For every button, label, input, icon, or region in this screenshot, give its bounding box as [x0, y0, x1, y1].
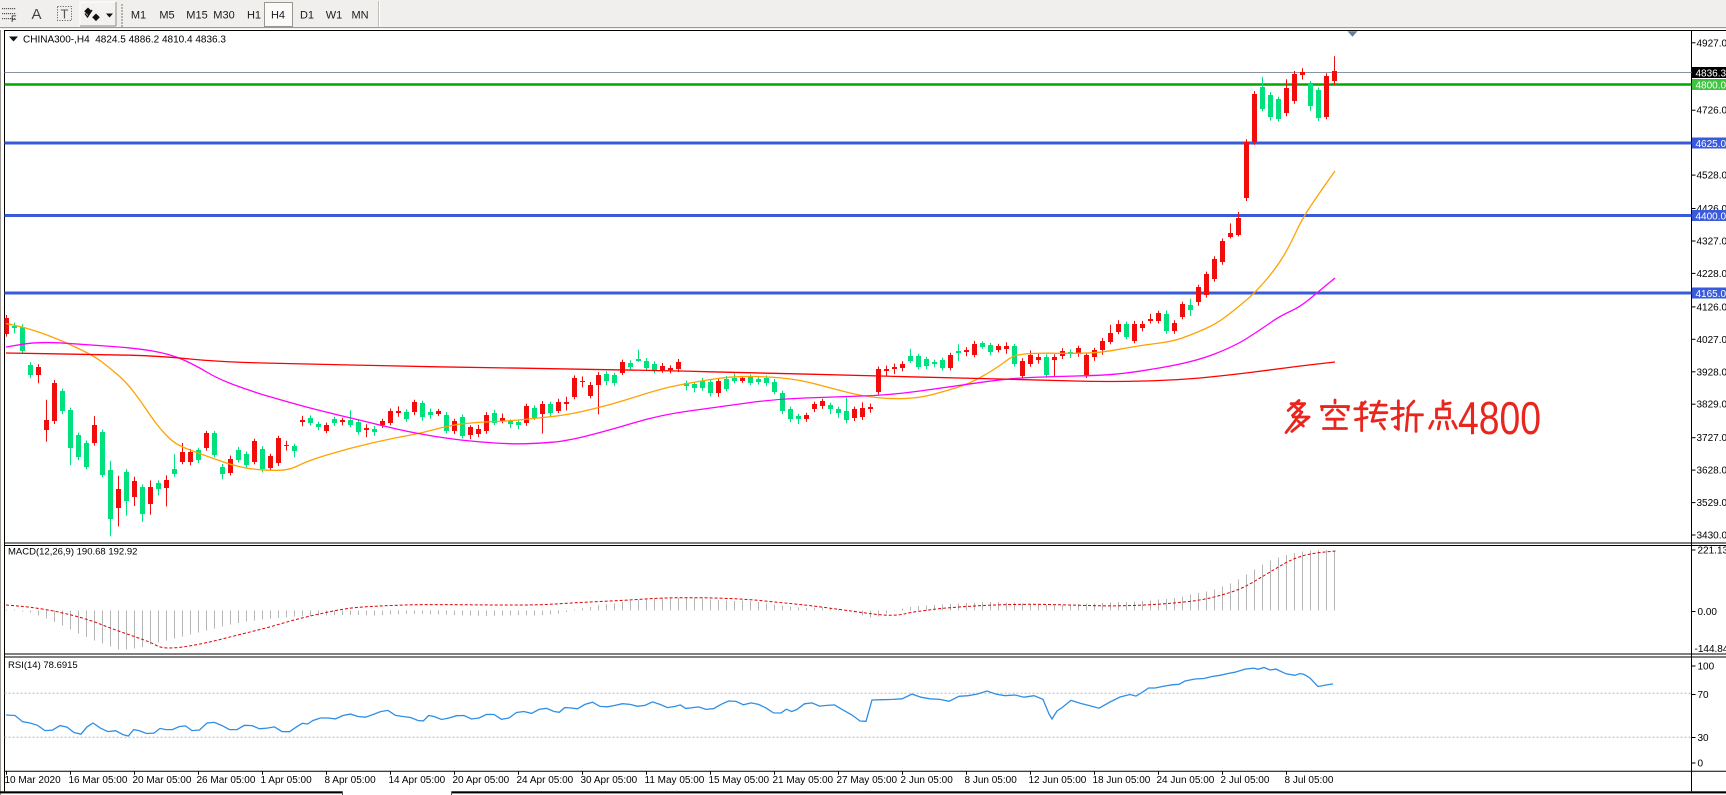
svg-text:M1: M1 [131, 10, 146, 22]
svg-text:W1: W1 [326, 10, 343, 22]
svg-text:3430.0: 3430.0 [1697, 531, 1726, 542]
svg-text:3628.0: 3628.0 [1697, 466, 1726, 477]
svg-text:0: 0 [1698, 759, 1704, 770]
svg-text:24 Jun 05:00: 24 Jun 05:00 [1157, 775, 1215, 786]
svg-text:4027.0: 4027.0 [1697, 335, 1726, 346]
svg-text:MN: MN [351, 10, 368, 22]
svg-text:8 Apr 05:00: 8 Apr 05:00 [325, 775, 377, 786]
svg-text:3928.0: 3928.0 [1697, 367, 1726, 378]
svg-text:M30: M30 [213, 10, 234, 22]
svg-text:70: 70 [1698, 690, 1710, 701]
svg-text:CHINA300-,H4 4824.5 4886.2 48: CHINA300-,H4 4824.5 4886.2 4810.4 4836.3 [23, 35, 226, 46]
svg-text:16 Mar 05:00: 16 Mar 05:00 [69, 775, 128, 786]
svg-text:A: A [32, 6, 42, 23]
svg-text:30: 30 [1698, 733, 1710, 744]
svg-text:F: F [11, 14, 17, 24]
svg-text:12 Jun 05:00: 12 Jun 05:00 [1029, 775, 1087, 786]
svg-text:4528.0: 4528.0 [1697, 171, 1726, 182]
svg-text:8 Jun 05:00: 8 Jun 05:00 [965, 775, 1018, 786]
svg-text:T: T [61, 7, 69, 22]
svg-text:8 Jul 05:00: 8 Jul 05:00 [1285, 775, 1334, 786]
svg-text:4726.0: 4726.0 [1697, 106, 1726, 117]
svg-text:M5: M5 [159, 10, 174, 22]
svg-text:-144.84: -144.84 [1695, 644, 1726, 655]
svg-text:14 Apr 05:00: 14 Apr 05:00 [389, 775, 446, 786]
svg-text:H4: H4 [271, 10, 285, 22]
svg-text:4327.0: 4327.0 [1697, 237, 1726, 248]
svg-text:4228.0: 4228.0 [1697, 269, 1726, 280]
svg-text:RSI(14) 78.6915: RSI(14) 78.6915 [8, 660, 78, 671]
svg-text:4800: 4800 [1458, 392, 1541, 444]
svg-text:4426.0: 4426.0 [1697, 204, 1726, 215]
svg-text:26 Mar 05:00: 26 Mar 05:00 [197, 775, 256, 786]
svg-text:3829.0: 3829.0 [1697, 400, 1726, 411]
svg-text:100: 100 [1698, 662, 1715, 673]
svg-text:2 Jun 05:00: 2 Jun 05:00 [901, 775, 954, 786]
svg-text:M15: M15 [186, 10, 207, 22]
svg-text:3727.0: 3727.0 [1697, 433, 1726, 444]
svg-text:221.13: 221.13 [1698, 546, 1726, 557]
svg-text:20 Apr 05:00: 20 Apr 05:00 [453, 775, 510, 786]
svg-text:18 Jun 05:00: 18 Jun 05:00 [1093, 775, 1151, 786]
svg-text:3529.0: 3529.0 [1697, 498, 1726, 509]
svg-text:30 Apr 05:00: 30 Apr 05:00 [581, 775, 638, 786]
svg-text:4400.0: 4400.0 [1696, 211, 1726, 222]
svg-text:21 May 05:00: 21 May 05:00 [773, 775, 834, 786]
svg-text:4836.3: 4836.3 [1696, 68, 1726, 79]
svg-text:4165.0: 4165.0 [1696, 289, 1726, 300]
svg-text:10 Mar 2020: 10 Mar 2020 [5, 775, 62, 786]
svg-text:20 Mar 05:00: 20 Mar 05:00 [133, 775, 192, 786]
svg-text:4126.0: 4126.0 [1697, 302, 1726, 313]
svg-text:4927.0: 4927.0 [1697, 38, 1726, 49]
svg-text:1 Apr 05:00: 1 Apr 05:00 [261, 775, 313, 786]
svg-text:27 May 05:00: 27 May 05:00 [837, 775, 898, 786]
svg-text:0.00: 0.00 [1698, 607, 1718, 618]
svg-text:H1: H1 [247, 10, 261, 22]
svg-text:2 Jul 05:00: 2 Jul 05:00 [1221, 775, 1270, 786]
svg-text:D1: D1 [300, 10, 314, 22]
svg-text:4625.0: 4625.0 [1696, 139, 1726, 150]
svg-text:11 May 05:00: 11 May 05:00 [645, 775, 705, 786]
svg-text:24 Apr 05:00: 24 Apr 05:00 [517, 775, 574, 786]
svg-text:15 May 05:00: 15 May 05:00 [709, 775, 770, 786]
svg-text:MACD(12,26,9) 190.68 192.92: MACD(12,26,9) 190.68 192.92 [8, 547, 137, 558]
svg-text:4800.0: 4800.0 [1696, 80, 1726, 91]
